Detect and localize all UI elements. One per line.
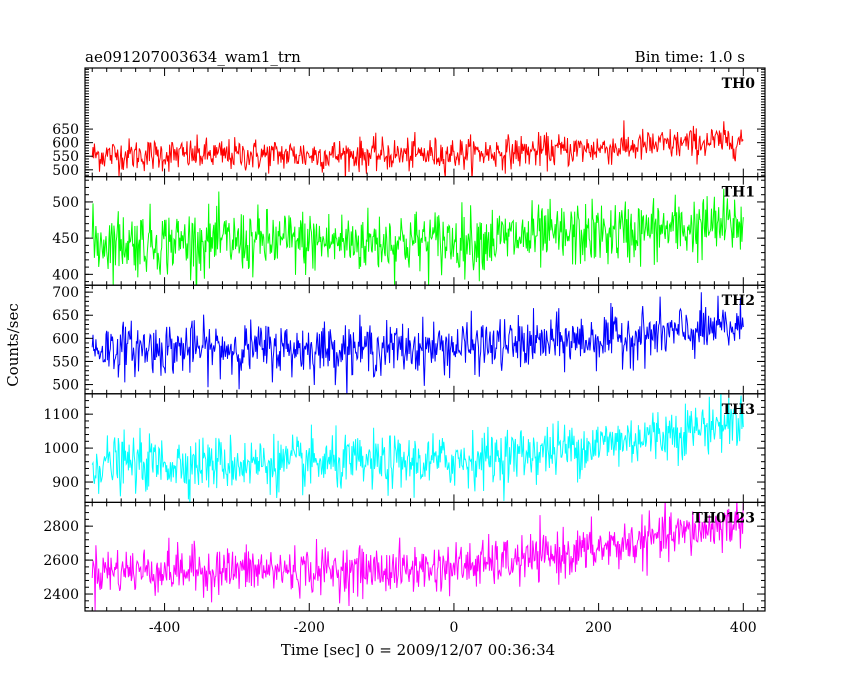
y-tick-label: 500 bbox=[52, 195, 79, 211]
y-tick-label: 900 bbox=[52, 475, 79, 491]
y-tick-label: 700 bbox=[52, 285, 79, 301]
chart-title: ae091207003634_wam1_trn bbox=[85, 48, 301, 66]
series-label-th0: TH0 bbox=[722, 76, 756, 92]
series-label-th1: TH1 bbox=[722, 185, 755, 201]
series-line-th1 bbox=[91, 188, 744, 286]
y-tick-label: 450 bbox=[52, 231, 79, 247]
y-tick-label: 2800 bbox=[43, 519, 79, 535]
y-tick-label: 600 bbox=[52, 331, 79, 347]
x-tick-label: -400 bbox=[149, 620, 180, 636]
series-line-th2 bbox=[91, 292, 744, 394]
y-tick-label: 1100 bbox=[43, 407, 79, 423]
series-label-th0123: TH0123 bbox=[692, 510, 755, 526]
series-label-th3: TH3 bbox=[722, 402, 755, 418]
x-tick-label: -200 bbox=[294, 620, 325, 636]
panel-th3: 900 1000 1100 TH3 bbox=[43, 393, 766, 503]
panel-frame bbox=[84, 501, 766, 612]
panel-th2: 500 550 600 650 700 TH2 bbox=[52, 284, 766, 395]
panel-th0123: 2400 2600 2800 TH0123 bbox=[43, 501, 766, 612]
chart-subtitle: Bin time: 1.0 s bbox=[635, 48, 745, 66]
series-label-th2: TH2 bbox=[722, 293, 755, 309]
y-tick-label: 550 bbox=[52, 354, 79, 370]
x-tick-label: 400 bbox=[730, 620, 757, 636]
panels-group: 500550600650TH0400450500TH15005506006507… bbox=[43, 67, 766, 612]
y-tick-label: 600 bbox=[52, 136, 79, 152]
panel-frame bbox=[84, 393, 766, 503]
y-axis-label: Counts/sec bbox=[4, 303, 22, 387]
y-tick-label: 2600 bbox=[43, 553, 79, 569]
x-axis-label: Time [sec] 0 = 2009/12/07 00:36:34 bbox=[281, 641, 555, 659]
y-tick-label: 1000 bbox=[43, 441, 79, 457]
y-tick-label: 400 bbox=[52, 267, 79, 283]
y-tick-label: 2400 bbox=[43, 587, 79, 603]
series-line-th3 bbox=[91, 393, 744, 503]
x-tick-label: 200 bbox=[585, 620, 612, 636]
panel-frame bbox=[84, 67, 766, 178]
y-tick-label: 650 bbox=[52, 308, 79, 324]
y-tick-label: 500 bbox=[52, 378, 79, 394]
series-line-th0123 bbox=[91, 502, 744, 611]
panel-th1: 400 450 500 TH1 bbox=[52, 176, 766, 286]
x-tick-label: 0 bbox=[449, 620, 458, 636]
y-tick-label: 500 bbox=[52, 163, 79, 179]
y-tick-label: 550 bbox=[52, 149, 79, 165]
y-tick-label: 650 bbox=[52, 122, 79, 138]
x-axis: -400 -200 0 200 400 bbox=[149, 620, 757, 636]
series-line-th0 bbox=[91, 120, 744, 177]
